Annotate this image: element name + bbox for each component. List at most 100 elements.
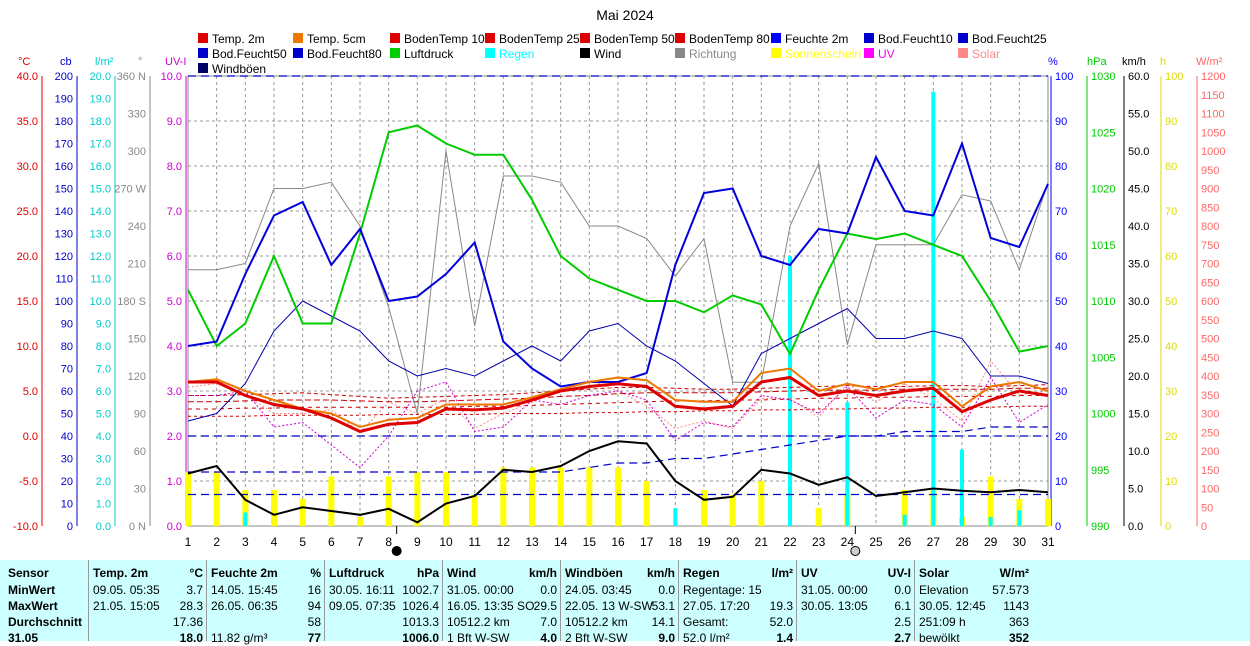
legend-label: Bod.Feucht25 bbox=[972, 32, 1047, 46]
axis-tick-label: 190 bbox=[55, 94, 73, 106]
stats-column-unit: km/h bbox=[528, 566, 557, 580]
stats-cell-date: Gesamt: bbox=[683, 615, 729, 629]
stats-cell-date: 14.05. 15:45 bbox=[211, 583, 278, 597]
stats-separator bbox=[442, 560, 443, 641]
stats-cell-value: 363 bbox=[1008, 615, 1029, 629]
legend-swatch bbox=[390, 48, 400, 58]
axis-tick-label: 80 bbox=[61, 341, 73, 353]
rain-bar bbox=[988, 517, 993, 526]
stats-column-header: Feuchte 2m% bbox=[211, 565, 321, 581]
stats-cell-date: 31.05. 00:00 bbox=[801, 583, 868, 597]
new-moon-icon bbox=[391, 546, 402, 556]
axis-tick-label: 120 bbox=[55, 251, 73, 263]
axis-tick-label: 450 bbox=[1201, 352, 1219, 364]
rain-bar bbox=[845, 402, 850, 526]
axis-tick-label: 140 bbox=[55, 206, 73, 218]
stats-cell-value: 0.0 bbox=[658, 583, 675, 597]
x-tick-label: 30 bbox=[1013, 535, 1027, 549]
sunshine-bar bbox=[901, 490, 908, 526]
axis-tick-label: 90 bbox=[61, 319, 73, 331]
x-tick-label: 13 bbox=[525, 535, 539, 549]
stats-cell-row: 26.05. 06:35 94 bbox=[211, 598, 321, 614]
stats-cell-row: 58 bbox=[211, 614, 321, 630]
chart-bars bbox=[185, 91, 1051, 526]
axis-tick-label: 1100 bbox=[1201, 109, 1225, 121]
x-tick-label: 12 bbox=[497, 535, 511, 549]
stats-cell-date: 10512.2 km bbox=[447, 615, 510, 629]
axis-tick-label: 1010 bbox=[1091, 296, 1115, 308]
stats-cell-row: 31.05. 00:00 0.0 bbox=[447, 582, 557, 598]
stats-column-title: Temp. 2m bbox=[93, 566, 149, 580]
rain-bar bbox=[788, 256, 792, 526]
axis-tick-label: 40 bbox=[61, 431, 73, 443]
stats-cell-date: 251:09 h bbox=[919, 615, 966, 629]
legend-label: Temp. 2m bbox=[212, 32, 265, 46]
axis-tick-label: 13.0 bbox=[90, 229, 111, 241]
axis-tick-label: 950 bbox=[1201, 165, 1219, 177]
axis-unit-label: °C bbox=[18, 56, 30, 68]
legend-label: Wind bbox=[594, 47, 621, 61]
chart-grid bbox=[187, 75, 1049, 527]
axis-tick-label: 30 bbox=[134, 484, 146, 496]
legend-swatch bbox=[771, 33, 781, 43]
axis-tick-label: 50 bbox=[1055, 296, 1067, 308]
stats-cell-value: 2.5 bbox=[894, 615, 911, 629]
axis-tick-label: 1025 bbox=[1091, 127, 1115, 139]
stats-cell-value: 6.1 bbox=[894, 599, 911, 613]
stats-row-label: 31.05 bbox=[8, 631, 39, 645]
legend-swatch bbox=[958, 48, 968, 58]
stats-cell-row: 27.05. 17:20 19.3 bbox=[683, 598, 793, 614]
axis-tick-label: 80 bbox=[1165, 161, 1177, 173]
axis-tick-label: 550 bbox=[1201, 315, 1219, 327]
stats-cell-value: 53.1 bbox=[651, 599, 675, 613]
legend-label: Bod.Feucht10 bbox=[878, 32, 953, 46]
stats-separator bbox=[796, 560, 797, 641]
axis-unit-label: h bbox=[1160, 56, 1166, 68]
stats-cell-date: 27.05. 17:20 bbox=[683, 599, 750, 613]
stats-cell-value: 2.7 bbox=[894, 631, 911, 645]
stats-column-unit: l/m² bbox=[771, 566, 793, 580]
axis-tick-label: 0 N bbox=[129, 521, 146, 533]
axis-tick-label: 70 bbox=[1165, 206, 1177, 218]
axis-tick-label: 995 bbox=[1091, 465, 1109, 477]
axis-tick-label: 900 bbox=[1201, 184, 1219, 196]
axis-tick-label: 60 bbox=[134, 446, 146, 458]
legend-swatch bbox=[293, 33, 303, 43]
legend-label: Richtung bbox=[689, 47, 736, 61]
stats-cell-row: 251:09 h 363 bbox=[919, 614, 1029, 630]
axis-tick-label: 60 bbox=[1165, 251, 1177, 263]
axis-tick-label: 40 bbox=[1055, 341, 1067, 353]
stats-temp-column: Temp. 2m °C 09.05. 05:35 3.7 21.05. 15:05 28.… bbox=[93, 560, 203, 645]
axis-tick-label: 1030 bbox=[1091, 71, 1115, 83]
stats-cell-row: Gesamt: 52.0 bbox=[683, 614, 793, 630]
stats-cell-row: 10512.2 km 7.0 bbox=[447, 614, 557, 630]
sunshine-bar bbox=[271, 490, 277, 526]
statistics-panel: Sensor MinWert MaxWert Durchschnitt 31.0… bbox=[0, 560, 1250, 645]
stats-cell-date: 22.05. 13 W-SW bbox=[565, 599, 653, 613]
legend-swatch bbox=[293, 48, 303, 58]
stats-cell-row: 30.05. 12:45 1143 bbox=[919, 598, 1029, 614]
x-tick-label: 21 bbox=[755, 535, 769, 549]
axis-tick-label: 360 N bbox=[117, 71, 146, 83]
stats-cell-row: 2.5 bbox=[801, 614, 911, 630]
stats-cell-date: 09.05. 05:35 bbox=[93, 583, 160, 597]
axis-tick-label: 55.0 bbox=[1128, 109, 1149, 121]
axis-tick-label: 130 bbox=[55, 229, 73, 241]
stats-cell-value: 19.3 bbox=[769, 599, 793, 613]
x-tick-label: 10 bbox=[439, 535, 453, 549]
sunshine-bar bbox=[242, 490, 249, 526]
axis-tick-label: 160 bbox=[55, 161, 73, 173]
sunshine-bar bbox=[443, 472, 449, 526]
axis-tick-label: 25.0 bbox=[17, 206, 38, 218]
axis-tick-label: 40 bbox=[1165, 341, 1177, 353]
axis-tick-label: 15.0 bbox=[1128, 409, 1149, 421]
axis-tick-label: 5.0 bbox=[23, 386, 38, 398]
axis-tick-label: 1.0 bbox=[167, 476, 182, 488]
stats-column-unit: W/m² bbox=[999, 566, 1029, 580]
stats-cell-row: 10512.2 km 14.1 bbox=[565, 614, 675, 630]
axis-tick-label: 3.0 bbox=[96, 454, 111, 466]
stats-sensor-title: Sensor bbox=[8, 566, 49, 580]
stats-row-label: Durchschnitt bbox=[8, 615, 83, 629]
axis-tick-label: 2.0 bbox=[96, 476, 111, 488]
legend-swatch bbox=[675, 48, 685, 58]
